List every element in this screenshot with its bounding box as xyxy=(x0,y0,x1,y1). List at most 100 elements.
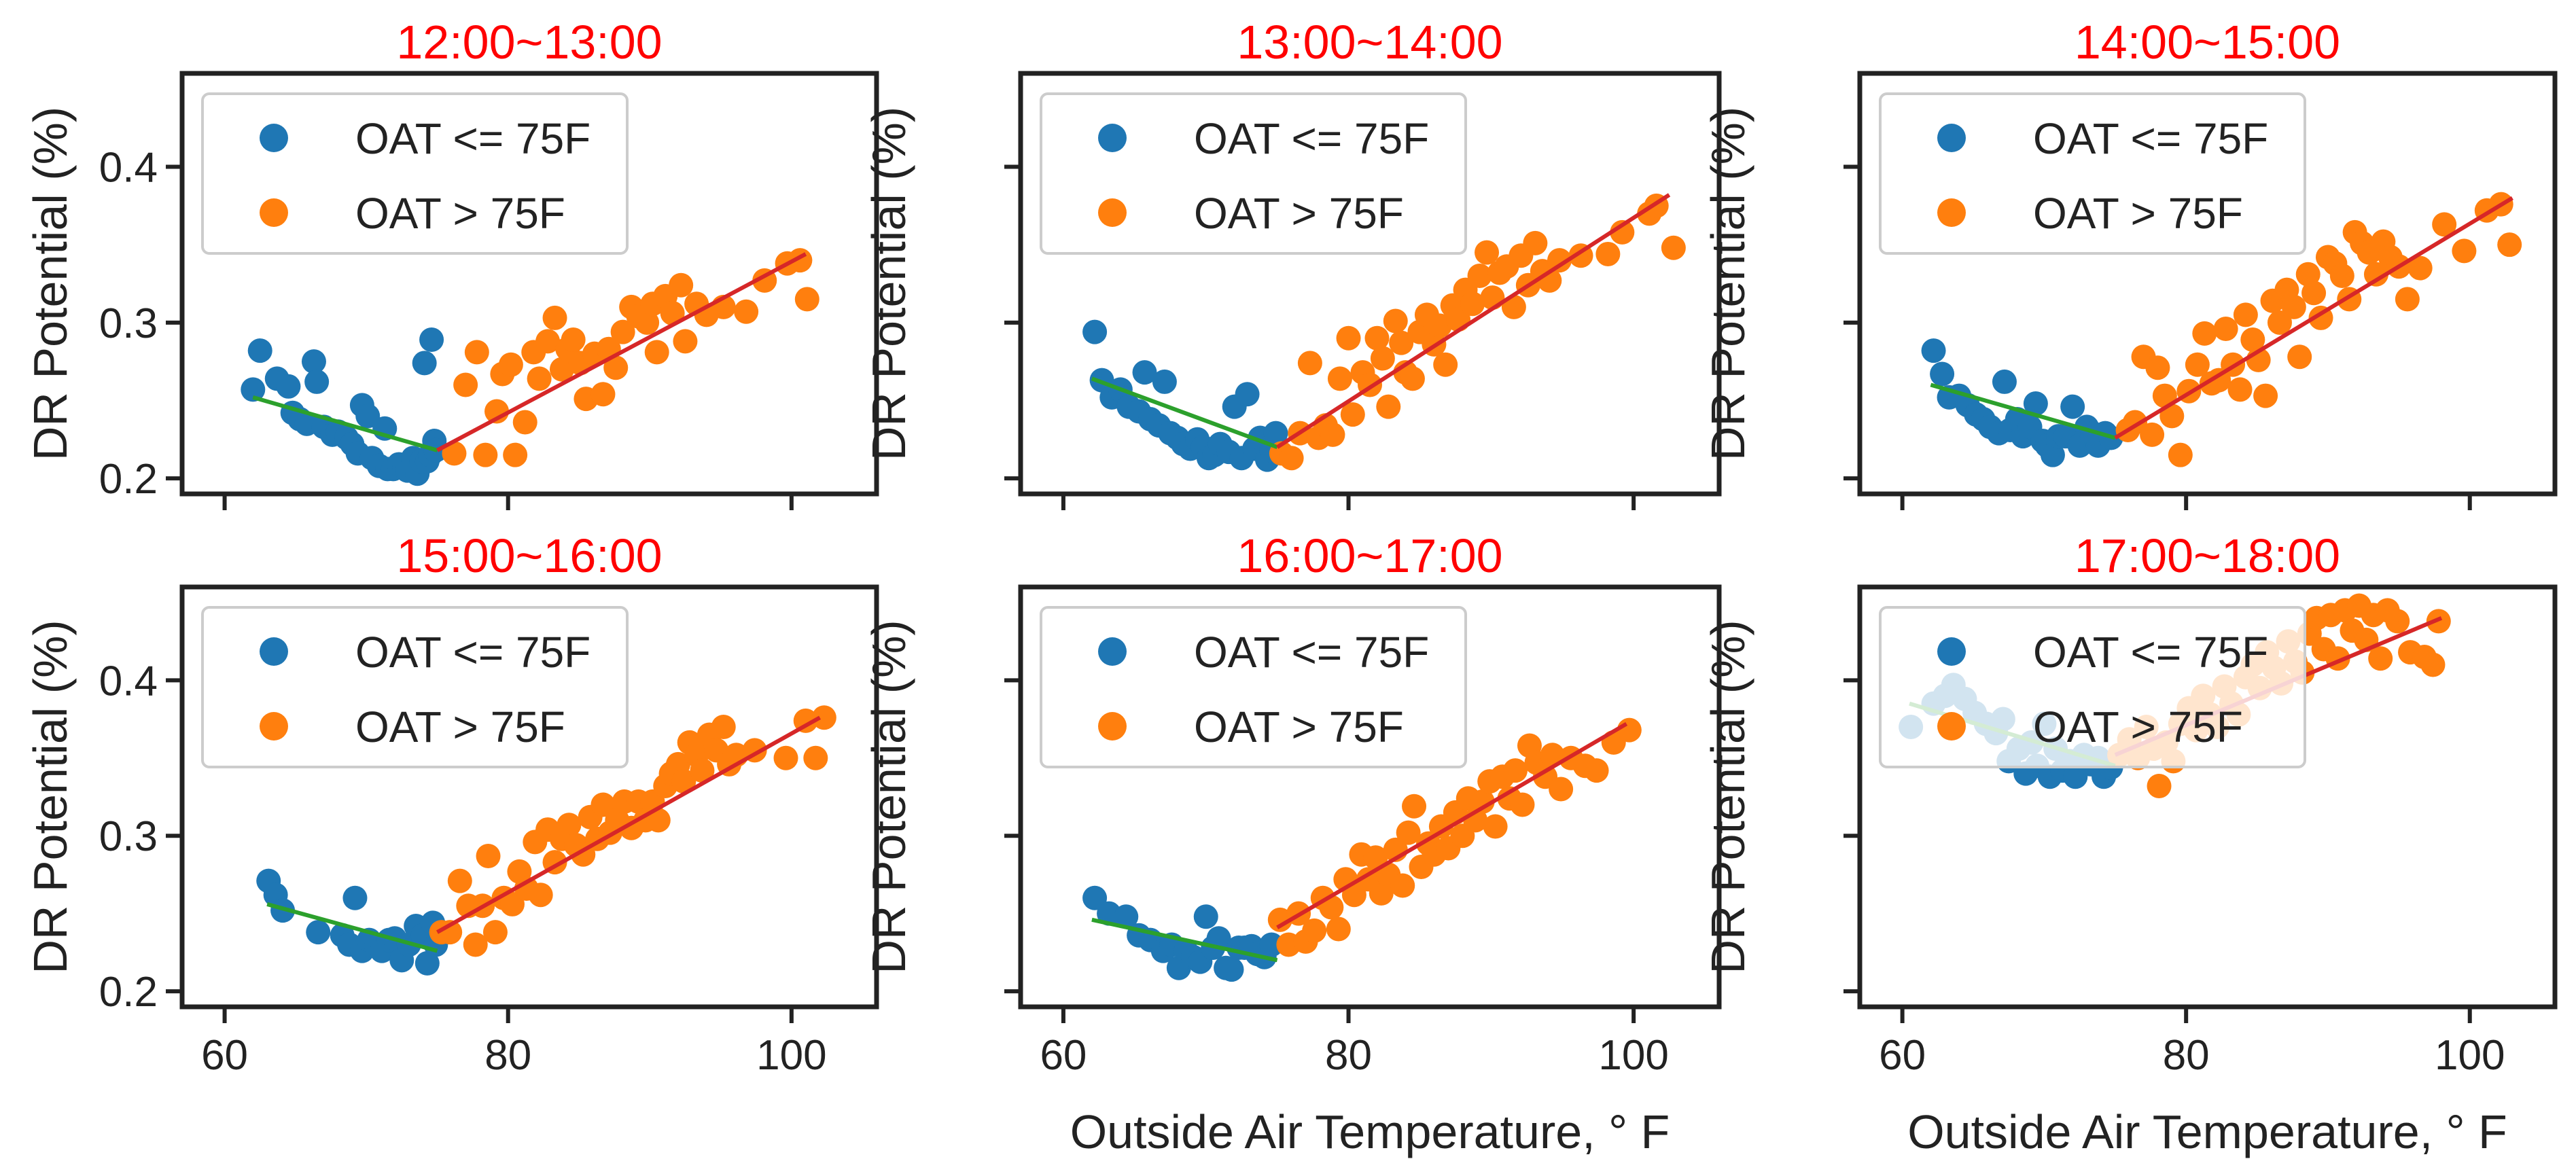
x-tick-label: 60 xyxy=(1879,1032,1926,1079)
x-tick-label: 80 xyxy=(2163,1032,2210,1079)
point-oat-high xyxy=(527,366,552,391)
x-tick-label: 100 xyxy=(756,1032,826,1079)
legend-label: OAT <= 75F xyxy=(1194,628,1429,677)
fit-line-high xyxy=(1276,193,1671,449)
point-oat-low xyxy=(1992,369,2017,394)
fit-line-low xyxy=(266,902,438,953)
point-oat-low xyxy=(1219,957,1244,982)
panel-title: 16:00~17:00 xyxy=(1237,529,1502,582)
point-oat-low xyxy=(1921,338,1946,363)
point-oat-high xyxy=(1549,777,1574,802)
legend: OAT <= 75F OAT > 75F xyxy=(1040,92,1467,255)
panel-6: 17:00~18:00 DR Potential (%) 60 80 100 Outsid… xyxy=(1701,529,2558,1158)
point-oat-low xyxy=(306,920,331,945)
point-oat-high xyxy=(549,357,574,382)
point-oat-low xyxy=(241,377,266,402)
point-oat-high xyxy=(1475,240,1500,265)
y-axis-label: DR Potential (%) xyxy=(862,620,915,974)
point-oat-low xyxy=(304,369,330,394)
point-oat-high xyxy=(788,248,813,273)
point-oat-low xyxy=(355,404,381,429)
point-oat-high xyxy=(635,310,660,335)
point-oat-high xyxy=(442,441,467,466)
point-oat-high xyxy=(1364,325,1390,351)
legend-marker xyxy=(1937,637,1966,666)
point-oat-high xyxy=(1460,291,1485,317)
point-oat-high xyxy=(2185,352,2210,377)
plot-frame xyxy=(179,584,879,1010)
legend-box xyxy=(1879,606,2306,768)
y-axis-label: DR Potential (%) xyxy=(1701,620,1754,974)
legend-label: OAT > 75F xyxy=(355,702,565,751)
x-tick-label: 60 xyxy=(201,1032,248,1079)
fit-line-low xyxy=(1091,376,1278,450)
point-oat-low xyxy=(1152,369,1177,394)
x-tick-label: 60 xyxy=(1040,1032,1087,1079)
point-oat-low xyxy=(414,950,440,976)
point-oat-high xyxy=(610,319,635,344)
point-oat-high xyxy=(2192,321,2217,346)
legend-marker xyxy=(1098,124,1127,152)
point-oat-high xyxy=(2497,232,2522,257)
point-oat-high xyxy=(2363,262,2388,287)
point-oat-low xyxy=(1193,904,1218,929)
plot-frame xyxy=(1018,584,1722,1010)
legend-label: OAT <= 75F xyxy=(355,114,590,163)
point-oat-high xyxy=(1326,916,1351,942)
y-tick-label: 0.3 xyxy=(99,813,158,860)
point-oat-high xyxy=(811,705,836,730)
point-oat-high xyxy=(1327,366,1352,391)
point-oat-high xyxy=(557,813,582,838)
point-oat-high xyxy=(2452,238,2477,264)
point-oat-low xyxy=(1259,932,1284,957)
point-oat-high xyxy=(673,329,698,354)
panel-5: 16:00~17:00 DR Potential (%) 60 80 100 Outsid… xyxy=(862,529,1722,1158)
legend-label: OAT <= 75F xyxy=(2033,114,2268,163)
point-oat-high xyxy=(1320,422,1345,447)
point-oat-low xyxy=(1082,885,1108,910)
y-axis-label: DR Potential (%) xyxy=(24,107,77,461)
legend-box xyxy=(1040,92,1467,255)
point-oat-high xyxy=(1400,366,1425,391)
y-tick-label: 0.2 xyxy=(99,969,158,1016)
point-oat-high xyxy=(1267,907,1292,932)
point-oat-high xyxy=(2147,773,2172,798)
panel-title: 14:00~15:00 xyxy=(2075,16,2340,69)
plot-area xyxy=(1082,193,1686,472)
point-oat-high xyxy=(671,769,696,794)
point-oat-low xyxy=(1132,360,1157,385)
point-oat-high xyxy=(1433,352,1458,377)
point-oat-high xyxy=(1510,792,1535,817)
point-oat-high xyxy=(646,808,671,833)
point-oat-high xyxy=(1483,814,1508,839)
point-oat-high xyxy=(690,758,715,783)
point-oat-high xyxy=(1336,325,1361,351)
panel-1: 12:00~13:00 DR Potential (%) 0.2 0.3 0.4 OAT … xyxy=(24,16,879,510)
point-oat-high xyxy=(1523,230,1548,255)
point-oat-high xyxy=(1340,402,1365,427)
point-oat-low xyxy=(1114,904,1139,929)
legend-label: OAT > 75F xyxy=(355,189,565,238)
point-oat-high xyxy=(734,299,759,324)
point-oat-high xyxy=(1383,308,1408,334)
legend: OAT <= 75F OAT > 75F xyxy=(1879,606,2306,768)
point-oat-high xyxy=(2213,316,2238,341)
point-oat-high xyxy=(498,352,523,377)
plot-area xyxy=(1082,717,1642,982)
point-oat-high xyxy=(2432,212,2457,237)
legend-box xyxy=(1879,92,2306,255)
point-oat-high xyxy=(1540,743,1565,768)
point-oat-high xyxy=(803,745,828,770)
legend-marker xyxy=(1937,712,1966,741)
point-oat-low xyxy=(1082,319,1108,344)
legend-label: OAT <= 75F xyxy=(2033,628,2268,677)
point-oat-high xyxy=(1402,794,1427,819)
legend: OAT <= 75F OAT > 75F xyxy=(1040,606,1467,768)
x-tick-label: 100 xyxy=(1598,1032,1668,1079)
point-oat-high xyxy=(2407,255,2433,281)
legend-marker xyxy=(260,198,288,227)
fit-line-high xyxy=(436,252,807,452)
plot-area xyxy=(256,705,836,976)
point-oat-high xyxy=(2329,264,2354,289)
